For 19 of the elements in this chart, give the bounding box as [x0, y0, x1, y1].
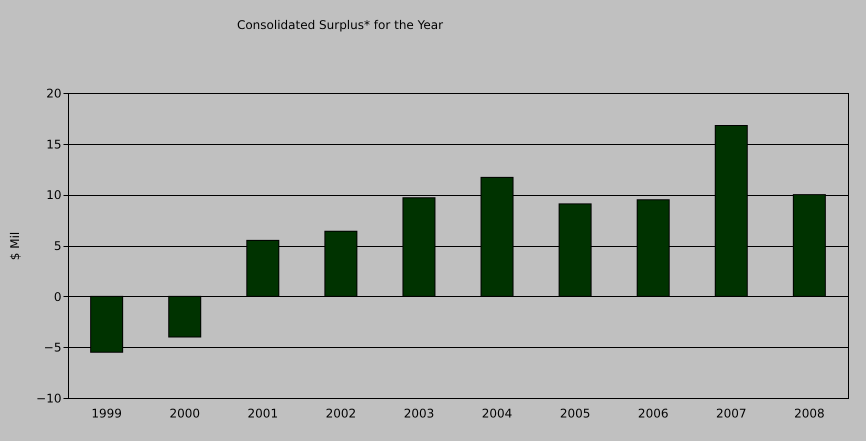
- y-tick-label: −10: [36, 392, 62, 406]
- x-tick-label: 2004: [482, 406, 512, 420]
- y-tick-label: 20: [46, 86, 62, 100]
- y-tick-label: 10: [46, 188, 62, 202]
- y-axis-title: $ Mil: [8, 232, 22, 260]
- x-tick-label: 2005: [560, 406, 590, 420]
- x-tick-label: 2006: [638, 406, 668, 420]
- x-tick-label: 2007: [716, 406, 747, 420]
- y-tick-label: 5: [54, 239, 62, 253]
- x-tick-label: 2008: [794, 406, 825, 420]
- x-tick-label: 1999: [91, 406, 122, 420]
- y-tick-label: 15: [46, 137, 62, 152]
- y-tick-label: −5: [44, 340, 62, 355]
- chart-title: Consolidated Surplus* for the Year: [236, 18, 444, 32]
- x-tick-label: 2000: [169, 406, 200, 420]
- x-tick-label: 2001: [248, 406, 278, 420]
- y-tick-label: 0: [54, 290, 62, 304]
- x-tick-label: 2003: [404, 406, 434, 420]
- x-tick-label: 2002: [326, 406, 356, 420]
